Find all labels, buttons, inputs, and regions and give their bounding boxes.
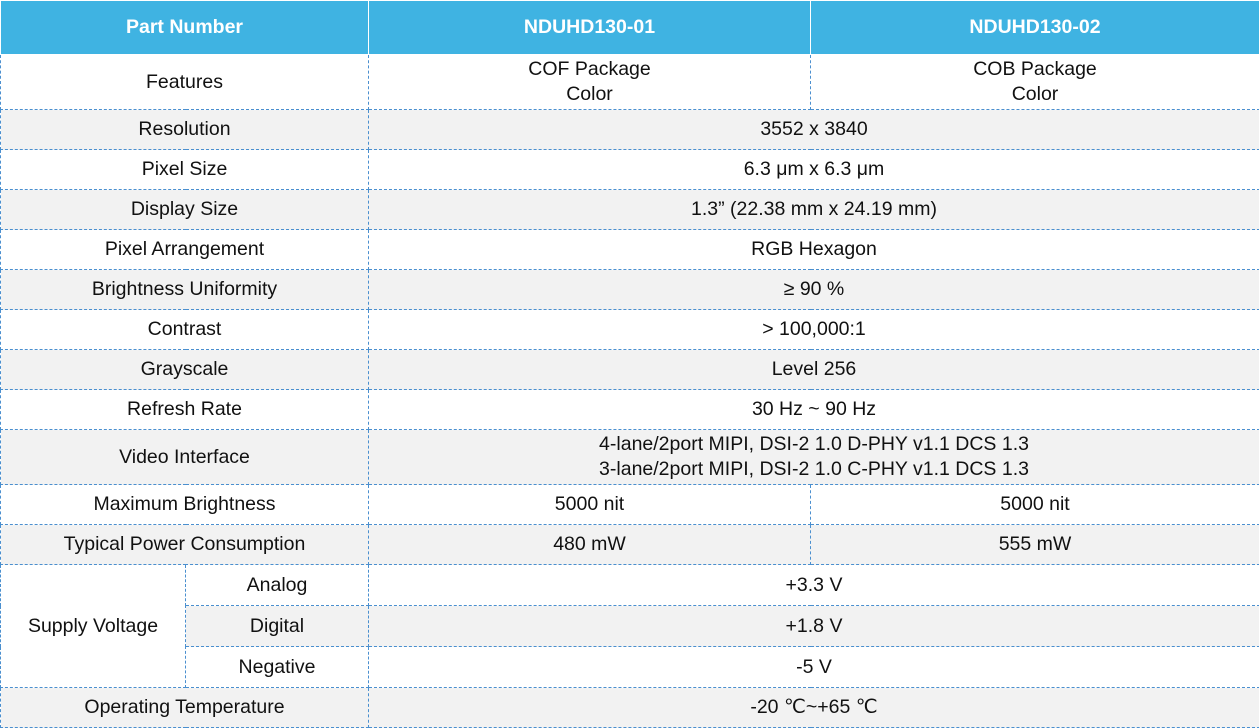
value-cell: 5000 nit xyxy=(810,484,1259,525)
sub-label-cell: Digital xyxy=(185,605,369,647)
table-row: Typical Power Consumption 480 mW 555 mW xyxy=(0,524,1259,565)
table-row: Supply Voltage Analog +3.3 V xyxy=(0,564,1259,688)
label-cell: Typical Power Consumption xyxy=(0,524,369,565)
value-cell: 6.3 μm x 6.3 μm xyxy=(368,149,1259,190)
sub-label-cell: Analog xyxy=(185,564,369,606)
header-row: Part Number NDUHD130-01 NDUHD130-02 xyxy=(0,0,1259,55)
sub-label-cell: Negative xyxy=(185,646,369,688)
table-row: Pixel Arrangement RGB Hexagon xyxy=(0,229,1259,270)
label-cell: Pixel Arrangement xyxy=(0,229,369,270)
header-cell: Part Number xyxy=(0,0,369,55)
value-cell: 3552 x 3840 xyxy=(368,109,1259,150)
label-cell: Refresh Rate xyxy=(0,389,369,430)
table-row: Features COF Package Color COB Package Col… xyxy=(0,54,1259,110)
table-row: Pixel Size 6.3 μm x 6.3 μm xyxy=(0,149,1259,190)
label-cell: Brightness Uniformity xyxy=(0,269,369,310)
value-cell: 5000 nit xyxy=(368,484,811,525)
table-row: Brightness Uniformity ≥ 90 % xyxy=(0,269,1259,310)
label-cell: Resolution xyxy=(0,109,369,150)
table-row: Grayscale Level 256 xyxy=(0,349,1259,390)
value-cell: 555 mW xyxy=(810,524,1259,565)
table-row: Refresh Rate 30 Hz ~ 90 Hz xyxy=(0,389,1259,430)
table-row: Contrast > 100,000:1 xyxy=(0,309,1259,350)
label-cell: Display Size xyxy=(0,189,369,230)
table-row: Display Size 1.3” (22.38 mm x 24.19 mm) xyxy=(0,189,1259,230)
value-cell: -5 V xyxy=(368,646,1259,688)
label-cell: Grayscale xyxy=(0,349,369,390)
label-cell: Features xyxy=(0,54,369,110)
value-cell: COF Package Color xyxy=(368,54,811,110)
value-cell: 4-lane/2port MIPI, DSI-2 1.0 D-PHY v1.1 … xyxy=(368,429,1259,485)
value-cell: 30 Hz ~ 90 Hz xyxy=(368,389,1259,430)
table-row: Digital +1.8 V xyxy=(1,605,1259,647)
value-cell: COB Package Color xyxy=(810,54,1259,110)
header-cell: NDUHD130-01 xyxy=(368,0,811,55)
table-row: Video Interface 4-lane/2port MIPI, DSI-2 … xyxy=(0,429,1259,485)
value-cell: -20 ℃~+65 ℃ xyxy=(368,687,1259,728)
table-row: Resolution 3552 x 3840 xyxy=(0,109,1259,150)
value-cell: 1.3” (22.38 mm x 24.19 mm) xyxy=(368,189,1259,230)
value-cell: ≥ 90 % xyxy=(368,269,1259,310)
value-cell: Level 256 xyxy=(368,349,1259,390)
label-cell: Maximum Brightness xyxy=(0,484,369,525)
label-cell: Video Interface xyxy=(0,429,369,485)
table-row: Operating Temperature -20 ℃~+65 ℃ xyxy=(0,687,1259,728)
header-cell: NDUHD130-02 xyxy=(810,0,1259,55)
label-cell: Contrast xyxy=(0,309,369,350)
value-cell: > 100,000:1 xyxy=(368,309,1259,350)
label-cell: Operating Temperature xyxy=(0,687,369,728)
value-cell: RGB Hexagon xyxy=(368,229,1259,270)
label-cell: Pixel Size xyxy=(0,149,369,190)
group-label-cell: Supply Voltage xyxy=(0,564,186,688)
table-row: Negative -5 V xyxy=(1,646,1259,688)
value-cell: 480 mW xyxy=(368,524,811,565)
value-cell: +1.8 V xyxy=(368,605,1259,647)
table-row: Maximum Brightness 5000 nit 5000 nit xyxy=(0,484,1259,525)
value-cell: +3.3 V xyxy=(368,564,1259,606)
